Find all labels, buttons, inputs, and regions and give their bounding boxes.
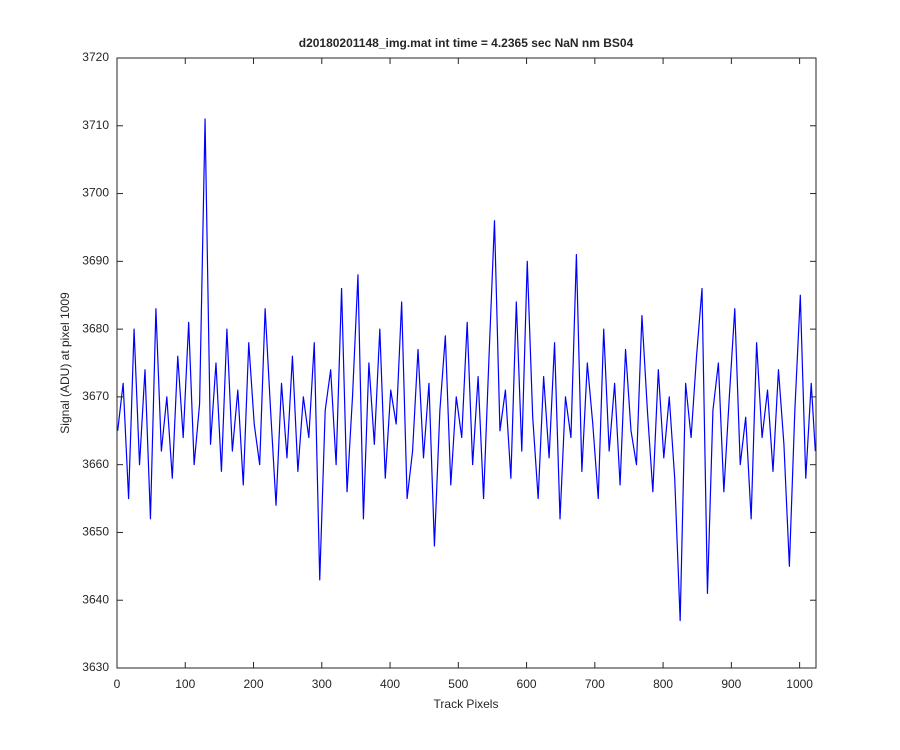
y-tick-label: 3680: [82, 321, 109, 335]
x-tick-label: 800: [653, 677, 673, 691]
y-tick-label: 3660: [82, 457, 109, 471]
y-tick-label: 3630: [82, 660, 109, 674]
x-tick-label: 200: [244, 677, 264, 691]
y-tick-label: 3650: [82, 525, 109, 539]
y-tick-label: 3670: [82, 389, 109, 403]
x-tick-label: 900: [721, 677, 741, 691]
y-tick-label: 3710: [82, 118, 109, 132]
axes-box: [116, 57, 817, 669]
y-tick-label: 3690: [82, 254, 109, 268]
y-tick-label: 3700: [82, 186, 109, 200]
data-line: [117, 118, 816, 622]
x-tick-label: 1000: [786, 677, 813, 691]
x-tick-label: 300: [312, 677, 332, 691]
x-tick-label: 0: [114, 677, 121, 691]
y-tick-label: 3720: [82, 50, 109, 64]
x-axis-label: Track Pixels: [434, 697, 499, 711]
x-tick-label: 500: [448, 677, 468, 691]
chart-title: d20180201148_img.mat int time = 4.2365 s…: [299, 36, 634, 50]
x-tick-label: 400: [380, 677, 400, 691]
x-tick-label: 600: [517, 677, 537, 691]
x-tick-label: 700: [585, 677, 605, 691]
y-tick-label: 3640: [82, 592, 109, 606]
y-axis-label: Signal (ADU) at pixel 1009: [58, 292, 72, 434]
x-tick-label: 100: [175, 677, 195, 691]
